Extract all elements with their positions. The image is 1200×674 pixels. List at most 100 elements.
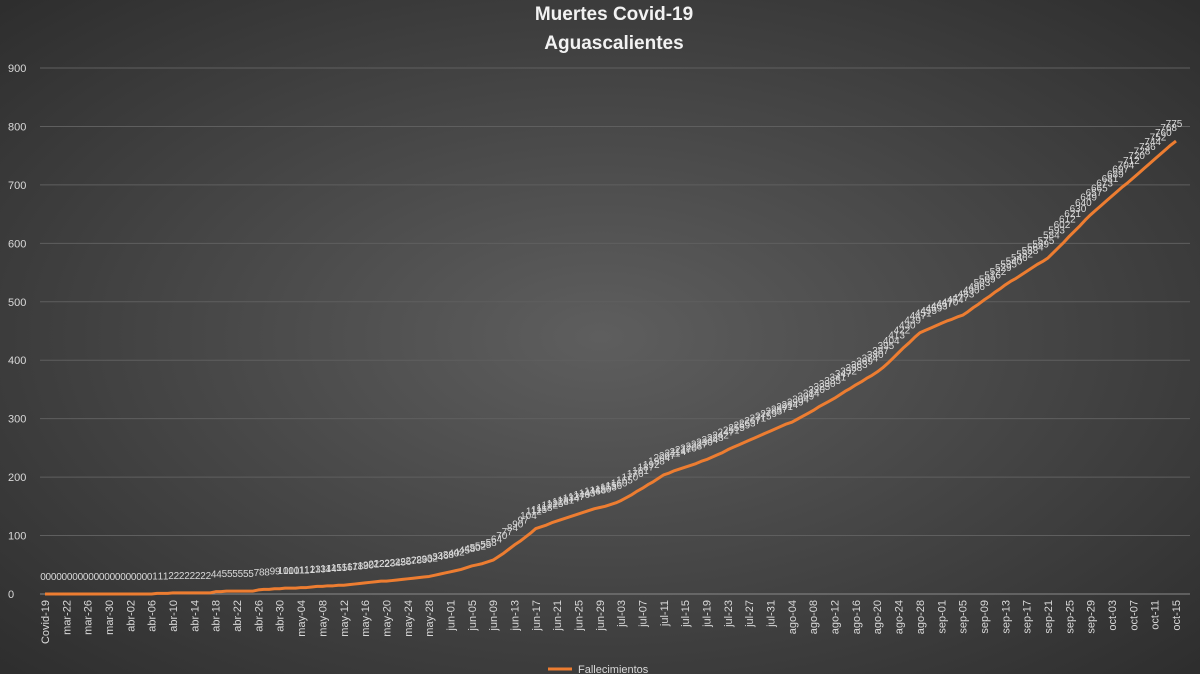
data-label: 2 — [206, 571, 212, 582]
data-label: 238 — [707, 433, 724, 444]
data-label: 10 — [278, 566, 290, 577]
data-label: 9 — [275, 567, 281, 578]
data-label: 314 — [803, 388, 820, 399]
x-tick-label: may-20 — [381, 600, 393, 637]
data-label: 211 — [665, 449, 681, 460]
x-tick-label: jul-31 — [766, 600, 778, 628]
data-label: 309 — [798, 391, 815, 402]
x-tick-label: may-28 — [424, 600, 436, 637]
x-tick-label: sep-05 — [958, 600, 970, 634]
data-label: 760 — [1155, 128, 1172, 139]
data-label: 16 — [342, 563, 354, 574]
data-label: 134 — [563, 494, 580, 505]
data-label: 341 — [830, 373, 847, 384]
x-tick-label: jun-17 — [531, 600, 543, 632]
data-label: 704 — [1118, 161, 1135, 172]
x-tick-label: may-04 — [296, 600, 308, 637]
data-label: 0 — [62, 572, 68, 583]
x-tick-label: ago-04 — [787, 600, 799, 634]
data-label: 146 — [584, 487, 601, 498]
x-tick-label: sep-21 — [1043, 600, 1055, 634]
data-label: 97 — [518, 515, 530, 526]
data-label: 509 — [979, 275, 996, 286]
data-label: 234 — [702, 435, 719, 446]
data-label: 187 — [638, 463, 655, 474]
data-label: 630 — [1070, 204, 1087, 215]
data-label: 422 — [894, 325, 911, 336]
data-label: 447 — [910, 311, 927, 322]
data-label: 558 — [1022, 246, 1039, 257]
data-label: 247 — [718, 428, 735, 439]
data-label: 569 — [1032, 239, 1049, 250]
data-label: 459 — [926, 304, 943, 315]
x-tick-label: sep-13 — [1000, 600, 1012, 634]
data-label: 483 — [958, 290, 975, 301]
data-label: 22 — [374, 559, 386, 570]
x-tick-label: ago-08 — [808, 600, 820, 634]
x-tick-label: abr-30 — [275, 600, 287, 632]
data-label: 255 — [728, 423, 745, 434]
data-label: 455 — [920, 306, 937, 317]
data-label: 0 — [78, 572, 84, 583]
data-label: 728 — [1134, 147, 1151, 158]
data-label: 657 — [1086, 188, 1103, 199]
data-label: 697 — [1112, 165, 1129, 176]
x-tick-label: abr-22 — [232, 600, 244, 632]
data-label: 148 — [589, 486, 606, 497]
data-label: 347 — [835, 369, 852, 380]
x-tick-label: oct-15 — [1171, 600, 1183, 631]
x-tick-label: sep-17 — [1022, 600, 1034, 634]
x-tick-label: abr-14 — [189, 600, 201, 632]
data-label: 5 — [222, 569, 228, 580]
data-label: 1 — [163, 571, 169, 582]
data-label: 12 — [304, 565, 316, 576]
data-label: 320 — [808, 385, 825, 396]
data-label: 0 — [72, 572, 78, 583]
data-label: 165 — [616, 476, 633, 487]
data-label: 21 — [368, 560, 380, 571]
data-label: 115 — [531, 505, 547, 516]
data-label: 0 — [40, 572, 46, 583]
data-label: 294 — [782, 400, 799, 411]
data-label: 380 — [867, 350, 884, 361]
data-label: 602 — [1054, 220, 1071, 231]
data-label: 23 — [384, 559, 396, 570]
x-tick-label: jun-29 — [595, 600, 607, 632]
x-tick-label: jul-11 — [659, 600, 671, 627]
x-tick-label: may-24 — [403, 600, 415, 637]
data-label: 242 — [712, 431, 729, 442]
data-label: 503 — [974, 278, 991, 289]
data-label: 689 — [1107, 169, 1124, 180]
y-tick-label: 100 — [8, 531, 26, 543]
data-label: 467 — [936, 299, 953, 310]
x-tick-label: jul-07 — [638, 600, 650, 628]
data-label: 29 — [416, 555, 428, 566]
x-tick-label: oct-07 — [1128, 600, 1140, 631]
y-tick-label: 400 — [8, 355, 26, 367]
data-label: 404 — [883, 336, 900, 347]
data-label: 712 — [1123, 156, 1140, 167]
data-label: 0 — [51, 572, 57, 583]
data-label: 0 — [147, 572, 153, 583]
data-label: 9 — [270, 567, 276, 578]
x-tick-label: mar-26 — [83, 600, 95, 635]
data-label: 299 — [787, 397, 804, 408]
data-label: 387 — [872, 346, 889, 357]
data-label: 14 — [320, 564, 332, 575]
data-label: 593 — [1048, 225, 1065, 236]
data-label: 430 — [899, 321, 916, 332]
data-label: 263 — [739, 418, 756, 429]
data-label: 267 — [744, 416, 761, 427]
data-label: 70 — [496, 531, 508, 542]
data-label: 736 — [1139, 142, 1156, 153]
data-label: 4 — [216, 570, 222, 581]
data-label: 24 — [390, 558, 402, 569]
x-tick-label: jul-15 — [680, 600, 692, 628]
data-label: 11 — [294, 566, 305, 577]
data-label: 2 — [195, 571, 201, 582]
data-label: 439 — [904, 315, 921, 326]
data-label: 19 — [358, 561, 370, 572]
data-label: 45 — [459, 546, 471, 557]
data-label: 2 — [184, 571, 190, 582]
